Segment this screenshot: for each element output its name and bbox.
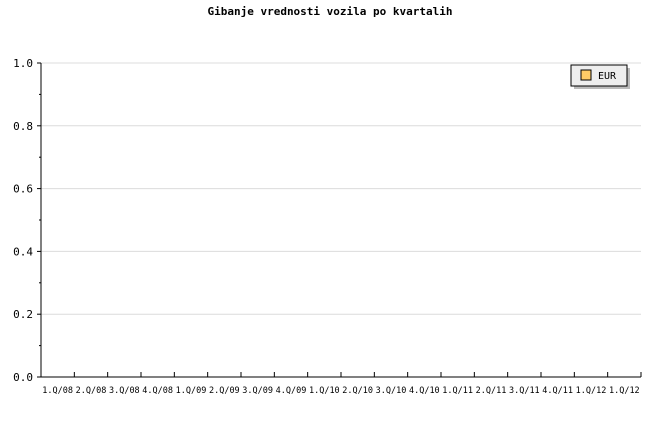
legend-swatch-eur bbox=[580, 69, 592, 81]
y-tick-label: 0.4 bbox=[13, 245, 33, 258]
x-tick-label: 3.Q/10 bbox=[376, 386, 407, 396]
legend-label-eur: EUR bbox=[598, 71, 617, 82]
x-tick-label: 1.Q/08 bbox=[42, 386, 73, 396]
x-tick-label: 1.Q/10 bbox=[309, 386, 340, 396]
x-tick-label: 4.Q/10 bbox=[409, 386, 440, 396]
x-tick-label: 2.Q/10 bbox=[342, 386, 373, 396]
x-tick-label: 3.Q/11 bbox=[509, 386, 540, 396]
x-tick-label: 4.Q/11 bbox=[542, 386, 573, 396]
x-tick-label: 2.Q/08 bbox=[76, 386, 107, 396]
y-tick-label: 1.0 bbox=[13, 57, 33, 70]
x-tick-label: 1.Q/11 bbox=[442, 386, 473, 396]
x-tick-label: 4.Q/08 bbox=[142, 386, 173, 396]
x-tick-label: 1.Q/09 bbox=[176, 386, 207, 396]
y-tick-label: 0.2 bbox=[13, 308, 33, 321]
x-tick-label: 3.Q/09 bbox=[242, 386, 273, 396]
x-tick-label: 3.Q/08 bbox=[109, 386, 140, 396]
chart-title: Gibanje vrednosti vozila po kvartalih bbox=[207, 5, 452, 18]
y-tick-label: 0.8 bbox=[13, 120, 33, 133]
y-tick-label: 0.6 bbox=[13, 183, 33, 196]
x-tick-label: 2.Q/11 bbox=[476, 386, 507, 396]
x-tick-label: 1.Q/12 bbox=[576, 386, 607, 396]
legend: EUR bbox=[570, 64, 630, 89]
x-tick-label: 1.Q/12 bbox=[609, 386, 640, 396]
x-tick-label: 4.Q/09 bbox=[276, 386, 307, 396]
y-tick-label: 0.0 bbox=[13, 371, 33, 384]
x-tick-label: 2.Q/09 bbox=[209, 386, 240, 396]
